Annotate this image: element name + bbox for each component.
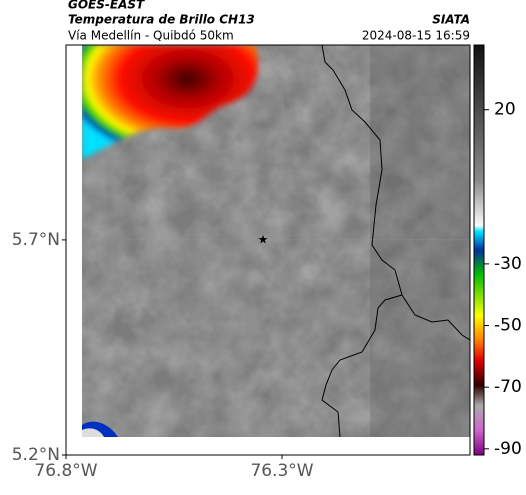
organization: SIATA	[432, 13, 470, 27]
product-title: Temperatura de Brillo CH13	[68, 13, 255, 27]
map-frame	[65, 44, 471, 456]
source-title: GOES-EAST	[68, 0, 145, 12]
city-marker: ★	[258, 233, 269, 247]
colorbar-tick-label: -50	[494, 316, 522, 336]
x-tick-label: 76.8°W	[34, 461, 97, 481]
colorbar-tick-label: -70	[494, 377, 522, 397]
colorbar	[473, 44, 485, 456]
timestamp: 2024-08-15 16:59	[362, 29, 470, 43]
y-tick-label: 5.2°N	[12, 445, 60, 465]
colorbar-tick-label: 20	[494, 100, 516, 120]
colorbar-ticks: 20 -30 -50 -70 -90	[484, 100, 522, 459]
satellite-image	[82, 45, 470, 437]
y-tick-label: 5.7°N	[12, 230, 60, 250]
colorbar-tick-label: -90	[494, 439, 522, 459]
region: Vía Medellín - Quibdó 50km	[68, 29, 234, 43]
x-tick-label: 76.3°W	[250, 461, 313, 481]
colorbar-tick-label: -30	[494, 254, 522, 274]
